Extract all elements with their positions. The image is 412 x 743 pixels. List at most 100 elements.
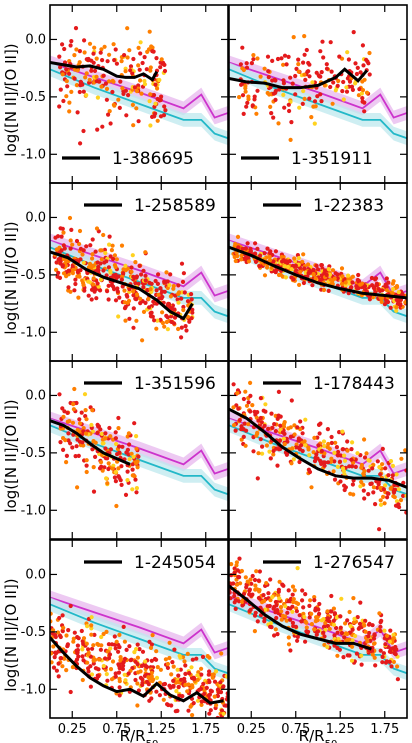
data-point — [355, 277, 360, 283]
data-point — [53, 633, 58, 638]
data-point — [178, 667, 183, 672]
legend-label: 1-351911 — [291, 149, 373, 169]
data-point — [98, 460, 104, 465]
data-point — [130, 467, 135, 472]
data-point — [340, 447, 345, 452]
data-point — [244, 403, 250, 408]
data-point — [84, 463, 89, 468]
data-point — [310, 80, 315, 85]
data-point — [65, 643, 70, 648]
data-point — [70, 420, 76, 425]
data-point — [378, 648, 383, 653]
data-point — [373, 502, 378, 507]
data-point — [98, 248, 103, 253]
data-point — [95, 281, 100, 286]
data-point — [325, 644, 330, 650]
data-point — [362, 623, 367, 628]
y-tick-label: -1.0 — [21, 682, 46, 697]
data-point — [91, 282, 96, 287]
data-point — [287, 259, 292, 264]
data-point — [142, 673, 148, 679]
data-point — [241, 396, 246, 402]
data-point — [148, 65, 153, 70]
data-point — [81, 426, 86, 431]
data-point — [313, 104, 318, 109]
data-point — [96, 674, 101, 679]
data-point — [341, 469, 346, 474]
data-point — [128, 658, 133, 663]
data-point — [391, 632, 396, 638]
y-tick-label: 0.0 — [25, 388, 46, 403]
data-point — [135, 681, 140, 686]
data-point — [113, 264, 118, 270]
data-point — [318, 277, 323, 283]
magenta-model-band — [229, 55, 407, 125]
data-point — [116, 97, 121, 102]
data-point — [289, 267, 294, 272]
data-point — [251, 53, 256, 58]
data-point — [61, 98, 66, 104]
data-point — [290, 446, 295, 451]
data-point — [88, 243, 93, 248]
data-point — [247, 588, 252, 593]
data-point — [171, 664, 176, 669]
data-point — [257, 569, 262, 574]
data-point — [186, 682, 191, 687]
data-point — [322, 634, 327, 639]
data-point — [334, 615, 339, 620]
data-point — [155, 281, 160, 286]
data-point — [300, 431, 305, 436]
data-point — [388, 486, 393, 491]
data-point — [136, 45, 141, 51]
data-point — [164, 270, 169, 275]
data-point — [119, 277, 124, 282]
data-point — [154, 326, 159, 331]
data-point — [339, 266, 345, 271]
y-axis-label: log([N II]/[O II]) — [2, 221, 20, 334]
data-point — [111, 256, 116, 262]
data-point — [176, 673, 181, 678]
data-point — [255, 476, 260, 481]
data-point — [290, 609, 295, 614]
data-point — [59, 234, 64, 239]
data-point — [80, 677, 85, 683]
magenta-model-line — [50, 596, 228, 654]
data-point — [312, 435, 317, 440]
data-point — [206, 672, 211, 677]
data-point — [334, 625, 339, 631]
data-point — [332, 276, 337, 281]
data-point — [135, 459, 140, 464]
data-point — [155, 86, 160, 91]
data-point — [244, 104, 249, 109]
data-point — [335, 464, 340, 469]
data-point — [340, 89, 345, 94]
data-point — [155, 118, 160, 123]
data-point — [123, 678, 128, 683]
data-point — [169, 672, 174, 677]
data-point — [104, 259, 109, 264]
data-point — [143, 278, 148, 283]
data-point — [134, 486, 139, 491]
data-point — [84, 93, 89, 98]
data-point — [301, 88, 306, 94]
data-point — [161, 697, 166, 702]
data-point — [303, 639, 308, 644]
data-point — [51, 644, 56, 649]
data-point — [66, 285, 71, 290]
data-point — [384, 276, 389, 281]
data-point — [321, 617, 326, 622]
data-point — [250, 103, 255, 108]
data-point — [121, 663, 126, 668]
data-point — [98, 647, 103, 652]
data-point — [129, 265, 134, 270]
x-tick-label: 0.25 — [58, 722, 87, 737]
data-point — [115, 286, 120, 291]
data-point — [146, 682, 151, 687]
magenta-model-line — [229, 61, 407, 119]
data-point — [255, 56, 260, 61]
data-point — [154, 56, 159, 61]
data-point — [109, 642, 115, 647]
data-point — [99, 84, 104, 89]
data-point — [269, 111, 274, 116]
data-point — [233, 258, 238, 264]
